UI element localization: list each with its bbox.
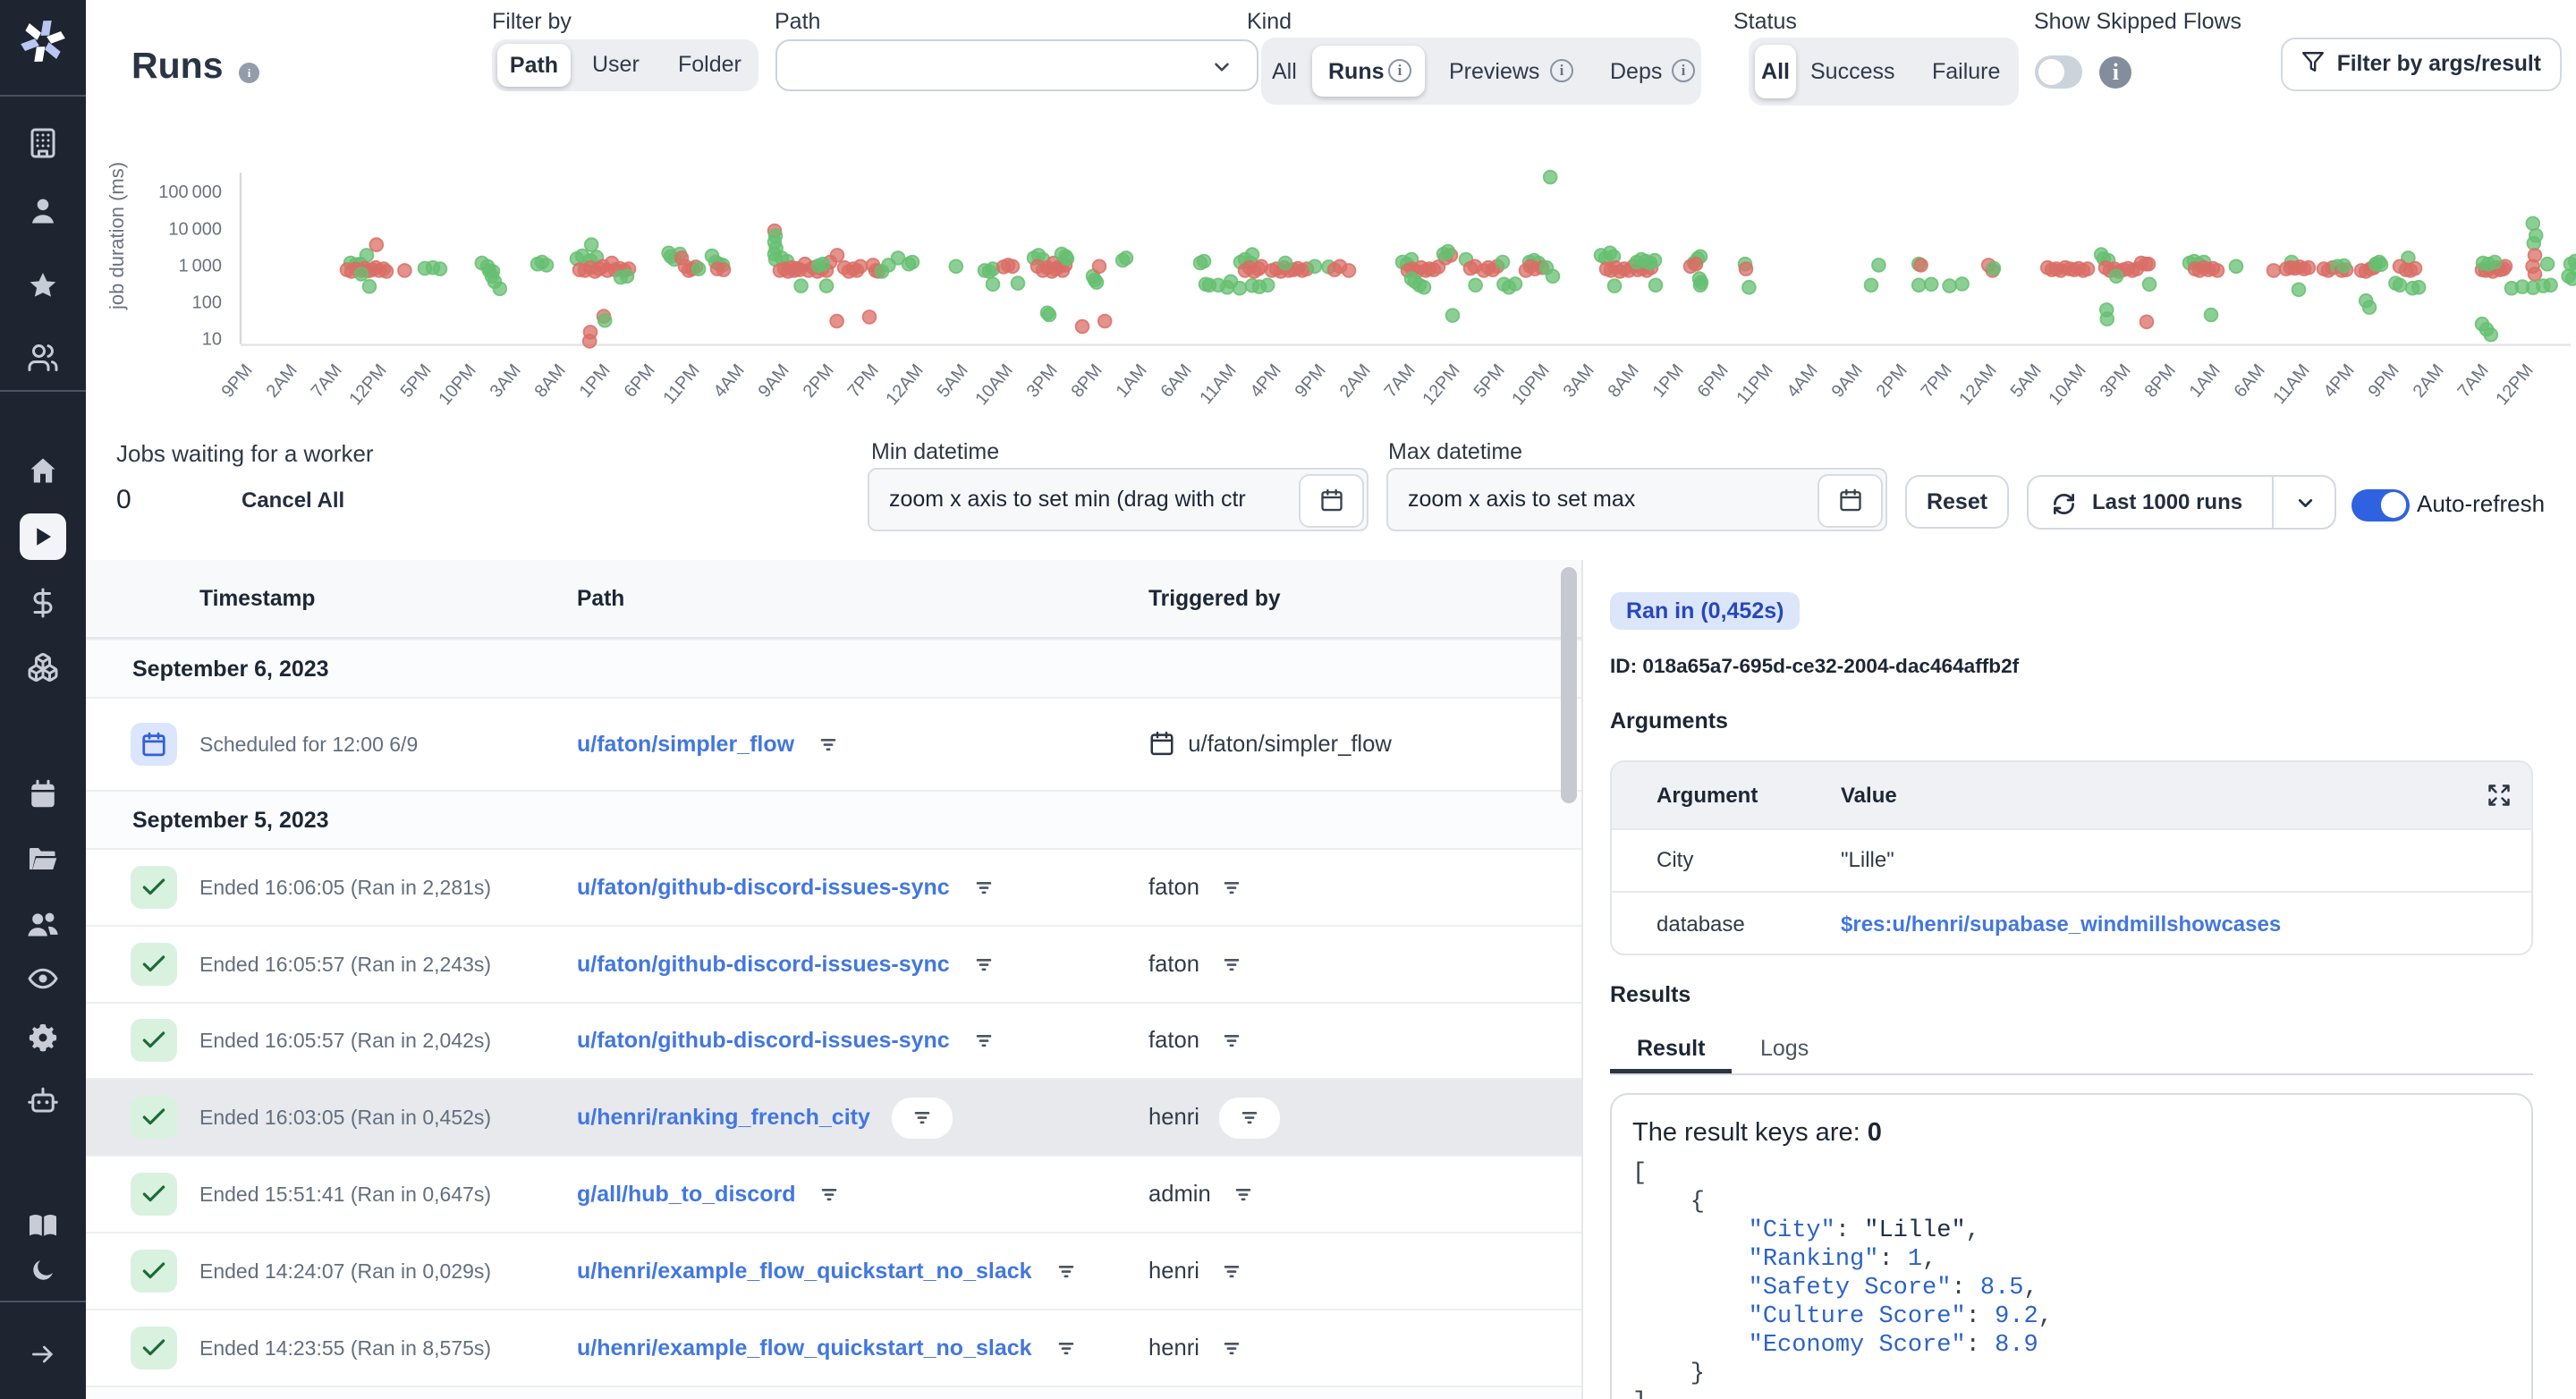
svg-text:7PM: 7PM [844,360,883,402]
svg-text:8PM: 8PM [2141,360,2180,402]
svg-text:9PM: 9PM [218,360,257,402]
svg-text:10: 10 [202,330,222,350]
svg-text:2AM: 2AM [1336,360,1375,402]
svg-text:11AM: 11AM [1196,360,1240,408]
svg-text:job duration (ms): job duration (ms) [106,162,128,310]
svg-text:7AM: 7AM [1381,360,1419,402]
svg-text:5AM: 5AM [2007,360,2046,402]
svg-text:2PM: 2PM [800,360,838,402]
svg-text:12PM: 12PM [1419,360,1463,409]
svg-text:5PM: 5PM [1470,360,1509,402]
svg-text:10PM: 10PM [435,360,479,409]
svg-text:11AM: 11AM [2269,360,2313,408]
svg-text:6PM: 6PM [1694,360,1733,402]
svg-text:10AM: 10AM [2045,360,2089,409]
svg-text:7AM: 7AM [2454,360,2493,402]
svg-text:7PM: 7PM [1918,360,1956,402]
svg-text:6AM: 6AM [2231,360,2269,402]
svg-text:11PM: 11PM [659,360,703,408]
svg-text:3AM: 3AM [1560,360,1598,402]
svg-text:2PM: 2PM [1873,360,1911,402]
svg-text:1AM: 1AM [2186,360,2224,402]
svg-text:12PM: 12PM [345,360,390,409]
svg-text:10PM: 10PM [1508,360,1553,409]
svg-text:3PM: 3PM [1023,360,1062,402]
svg-text:4AM: 4AM [1784,360,1822,402]
svg-text:3AM: 3AM [487,360,525,402]
svg-text:4PM: 4PM [2320,360,2359,402]
svg-text:9AM: 9AM [1828,360,1867,402]
svg-text:1PM: 1PM [1649,360,1688,402]
svg-text:8AM: 8AM [1605,360,1643,402]
svg-text:5AM: 5AM [934,360,972,402]
svg-text:12AM: 12AM [1955,360,2000,409]
svg-text:8PM: 8PM [1068,360,1106,402]
svg-text:12AM: 12AM [882,360,927,409]
svg-text:11PM: 11PM [1733,360,1776,408]
svg-text:6PM: 6PM [621,360,659,402]
svg-text:6AM: 6AM [1157,360,1196,402]
svg-text:7AM: 7AM [308,360,346,402]
svg-text:4PM: 4PM [1247,360,1285,402]
svg-text:2AM: 2AM [263,360,301,402]
svg-text:1AM: 1AM [1113,360,1151,402]
svg-text:10 000: 10 000 [168,219,222,239]
svg-text:3PM: 3PM [2097,360,2135,402]
svg-text:100: 100 [192,293,222,312]
svg-text:9PM: 9PM [1292,360,1330,402]
svg-text:2AM: 2AM [2410,360,2448,402]
svg-text:4AM: 4AM [710,360,749,402]
svg-text:10AM: 10AM [971,360,1016,409]
svg-text:100 000: 100 000 [158,182,222,202]
svg-text:9PM: 9PM [2365,360,2403,402]
svg-text:5PM: 5PM [397,360,436,402]
svg-text:1 000: 1 000 [179,256,223,276]
svg-text:12PM: 12PM [2492,360,2537,409]
svg-text:8AM: 8AM [531,360,570,402]
svg-text:9AM: 9AM [755,360,793,402]
svg-text:1PM: 1PM [576,360,614,402]
